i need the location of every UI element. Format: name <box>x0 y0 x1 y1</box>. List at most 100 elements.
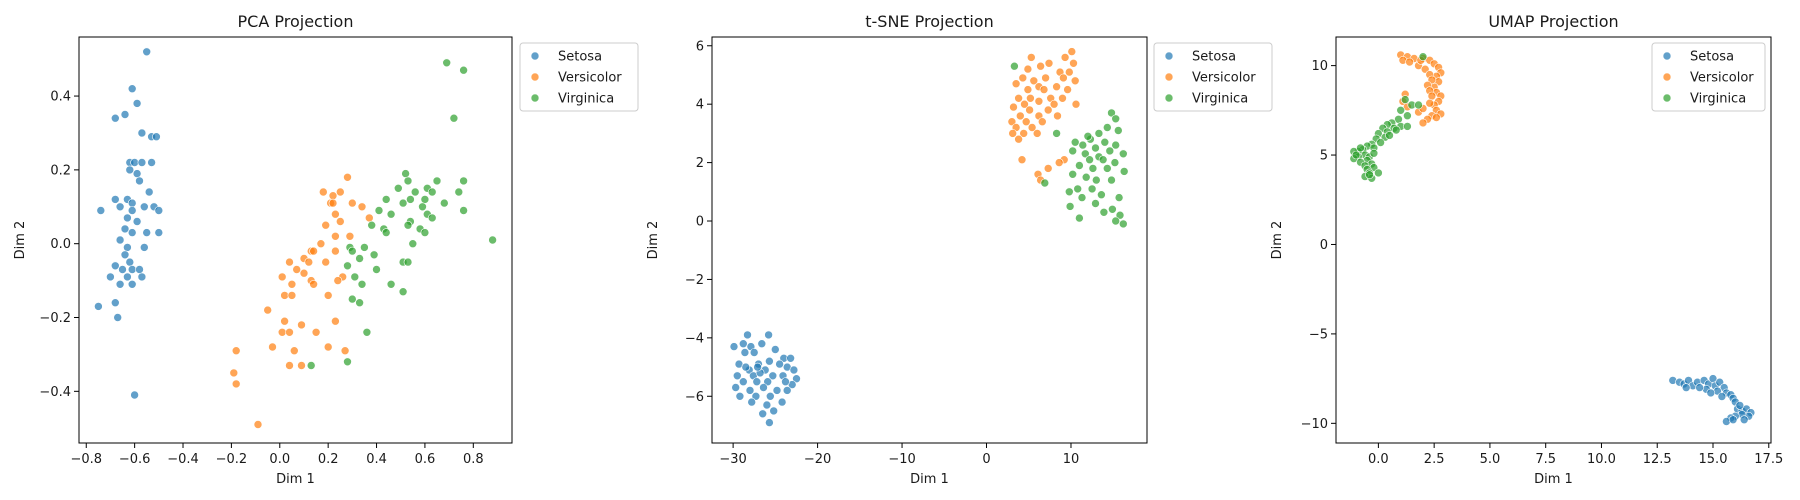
data-point <box>292 265 302 274</box>
data-point <box>459 176 468 186</box>
axes-frame <box>1335 36 1772 444</box>
x-axis-label: Dim 1 <box>910 472 949 487</box>
data-point <box>1091 143 1100 153</box>
data-point <box>111 298 120 308</box>
data-point <box>386 209 396 219</box>
data-point <box>331 232 340 241</box>
data-point <box>333 276 343 285</box>
chart-title: PCA Projection <box>238 12 354 31</box>
data-point <box>757 339 767 349</box>
data-point <box>765 356 774 366</box>
data-point <box>1044 58 1054 68</box>
data-point <box>1088 164 1098 173</box>
data-point <box>1099 208 1109 217</box>
data-point <box>1105 146 1115 156</box>
data-point <box>1017 155 1027 164</box>
x-tick-label: −20 <box>804 452 831 467</box>
y-tick-label: −6 <box>685 390 704 405</box>
data-point <box>306 361 316 370</box>
data-point <box>789 365 799 375</box>
data-point <box>263 305 273 315</box>
series-virginica <box>306 58 497 370</box>
data-point <box>1014 94 1023 103</box>
data-point <box>1025 105 1034 115</box>
data-point <box>1103 123 1112 132</box>
x-tick-label: 0.6 <box>415 452 436 467</box>
chart-title: UMAP Projection <box>1488 12 1618 31</box>
data-point <box>1075 161 1084 170</box>
data-point <box>289 346 299 356</box>
scatter-points <box>1349 50 1756 426</box>
data-point <box>1019 129 1029 138</box>
series-setosa <box>94 47 164 400</box>
data-point <box>229 368 239 378</box>
data-point <box>1073 184 1082 194</box>
data-point <box>321 257 331 267</box>
data-point <box>1097 190 1106 199</box>
x-tick-label: 17.5 <box>1754 452 1783 467</box>
data-point <box>1107 108 1116 118</box>
data-point <box>1029 76 1039 86</box>
data-point <box>1085 155 1094 164</box>
x-tick-label: 0.2 <box>318 452 339 467</box>
y-tick-label: 6 <box>696 39 704 54</box>
data-point <box>432 176 442 186</box>
chart-panel-1: PCA Projection −0.8 −0.6 −0.4 −0.2 0.0 0.2 0.4 0… <box>13 12 639 487</box>
y-tick-label: 5 <box>1320 149 1328 164</box>
data-point <box>792 374 801 384</box>
data-point <box>743 330 752 340</box>
legend-item-versicolor: Versicolor <box>1662 71 1754 86</box>
legend-label: Virginica <box>1192 92 1248 107</box>
legend-marker <box>530 51 540 61</box>
x-tick-label: 0 <box>982 452 990 467</box>
data-point <box>1092 175 1101 185</box>
data-point <box>738 339 748 349</box>
data-point <box>285 327 294 337</box>
data-point <box>1011 79 1021 88</box>
panels: PCA Projection −0.8 −0.6 −0.4 −0.2 0.0 0.2 0.4 0… <box>13 12 1783 487</box>
data-point <box>782 386 792 395</box>
data-point <box>765 418 774 427</box>
data-point <box>355 298 364 308</box>
data-point <box>362 327 372 337</box>
axes-frame <box>711 36 1148 444</box>
data-point <box>297 320 306 330</box>
data-point <box>127 206 137 215</box>
data-point <box>1739 415 1749 425</box>
data-point <box>321 220 331 230</box>
data-point <box>418 202 427 212</box>
data-point <box>410 187 420 197</box>
y-tick-label: 4 <box>696 98 704 113</box>
data-point <box>401 169 410 178</box>
data-point <box>120 224 130 234</box>
legend-label: Versicolor <box>558 71 622 86</box>
x-tick-label: −0.2 <box>216 452 248 467</box>
data-point <box>137 158 147 167</box>
y-axis-label: Dim 2 <box>13 221 28 260</box>
data-point <box>343 261 352 271</box>
data-point <box>1069 58 1078 68</box>
data-point <box>1070 76 1080 86</box>
data-point <box>154 228 164 237</box>
data-point <box>140 202 149 212</box>
data-point <box>1027 53 1036 62</box>
data-point <box>406 195 415 204</box>
legend-marker <box>1662 72 1672 82</box>
data-point <box>738 377 748 387</box>
data-point <box>1385 131 1394 140</box>
data-point <box>1735 401 1745 410</box>
data-point <box>127 265 137 274</box>
y-tick-label: 0.4 <box>50 90 71 105</box>
data-point <box>758 409 768 419</box>
data-point <box>328 191 338 200</box>
data-point <box>132 217 142 226</box>
data-point <box>137 128 147 138</box>
data-point <box>125 165 135 175</box>
data-point <box>1043 164 1053 173</box>
data-point <box>759 383 768 392</box>
y-tick-label: −0.4 <box>39 385 71 400</box>
data-point <box>1063 85 1072 94</box>
data-point <box>1425 98 1434 108</box>
data-point <box>1418 52 1428 62</box>
